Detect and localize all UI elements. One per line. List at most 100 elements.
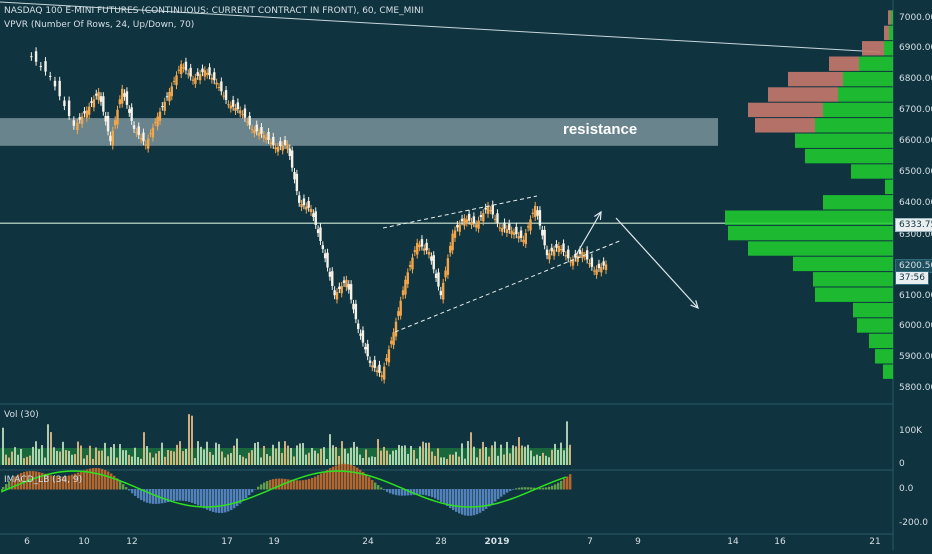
candle-body [132,125,136,129]
candle-body [588,263,591,265]
candle-body [559,249,563,251]
candle-body [298,195,301,203]
volume-bar [167,450,169,465]
macd-histogram-bar [59,476,62,490]
volume-profile-up-bar [725,210,893,225]
candle-body [538,210,542,226]
volume-bar [344,448,346,465]
candle-body [272,136,275,145]
macd-histogram-bar [191,489,194,503]
macd-histogram-bar [434,489,437,499]
volume-bar [317,453,319,465]
macd-histogram-bar [98,468,101,490]
candle-body [578,250,582,254]
macd-histogram-bar [320,473,323,490]
volume-bar [29,455,31,465]
candle-body [161,106,164,108]
macd-histogram-bar [302,480,305,490]
x-tick: 6 [24,537,30,547]
candle-body [406,272,409,285]
candle-body [486,205,490,214]
volume-bar [278,441,280,465]
candle-body [359,333,362,336]
volume-bar [305,454,307,465]
candle-body [552,249,556,256]
macd-histogram-bar [359,469,362,490]
macd-histogram-bar [524,487,527,490]
macd-histogram-bar [308,478,311,490]
volume-profile-down-bar [788,71,843,87]
candle-body [319,227,322,241]
volume-bar [194,458,196,465]
candle-body [262,135,266,139]
volume-profile-down-bar [884,25,889,41]
candle-body [49,75,52,77]
volume-bar [293,456,295,465]
macd-histogram-bar [251,489,254,493]
volume-bar [446,458,448,465]
candle-body [83,111,86,114]
candle-body [352,303,355,310]
candle-body [189,67,192,77]
candle-body [456,224,459,228]
macd-histogram-bar [368,477,371,490]
macd-histogram-bar [269,479,272,490]
candle-body [349,284,353,300]
volume-bar [140,458,142,465]
candle-body [564,255,568,257]
candle-body [135,131,138,134]
candle-body [236,102,240,110]
macd-histogram-bar [470,489,473,516]
volume-bar [158,451,160,465]
candle-body [534,205,537,217]
projection-arrow-down [615,217,699,309]
candle-body [241,114,244,116]
macd-histogram-bar [290,479,293,490]
candle-body [328,271,332,277]
macd-histogram-bar [77,472,80,490]
volume-bar [389,454,391,465]
volume-bar [479,448,481,465]
macd-histogram-bar [32,471,35,490]
candle-body [574,253,577,258]
volume-bar [68,450,70,465]
volume-bar [221,451,223,465]
candle-body [128,109,131,113]
volume-bar [98,450,100,465]
x-tick: 7 [587,537,593,547]
volume-bar [296,445,298,465]
candle-body [95,93,98,96]
volume-bar [38,449,40,465]
candle-body [604,264,608,270]
candle-body [196,72,199,76]
volume-bar [263,445,265,465]
macd-histogram-bar [50,475,53,490]
volume-bar [533,456,535,465]
macd-histogram-bar [356,467,359,490]
volume-bar [395,450,397,465]
macd-histogram-bar [221,489,224,513]
macd-histogram-bar [455,489,458,512]
volume-bar [416,458,418,465]
volume-profile-up-bar [869,333,893,349]
volume-bar [65,450,67,465]
candle-body [449,245,452,253]
macd-histogram-bar [275,478,278,490]
macd-histogram-bar [461,489,464,515]
candle-body [177,69,181,71]
volume-bar [206,441,208,465]
macd-histogram-bar [242,489,245,501]
candle-body [394,321,398,337]
candle-body [72,120,76,126]
macd-histogram-bar [401,489,404,496]
macd-histogram-bar [149,489,152,504]
volume-bar [443,457,445,465]
volume-bar [440,457,442,465]
macd-histogram-bar [107,471,110,490]
macd-histogram-bar [530,487,533,490]
x-tick: 12 [126,537,138,547]
volume-bar [182,451,184,465]
macd-histogram-bar [68,475,71,490]
volume-profile-down-bar [755,118,815,133]
